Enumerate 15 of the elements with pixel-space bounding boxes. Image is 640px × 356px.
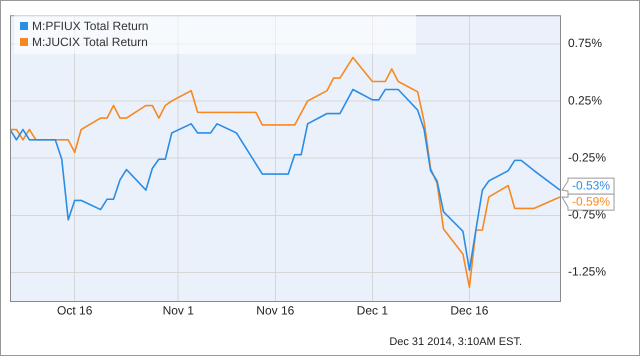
legend-label: M:JUCIX Total Return xyxy=(31,34,149,50)
y-tick-label: -0.25% xyxy=(568,150,606,164)
y-tick-label: 0.25% xyxy=(568,93,602,108)
x-tick-label: Nov 1 xyxy=(162,304,194,318)
x-tick-label: Oct 16 xyxy=(57,304,93,318)
y-tick-label: -0.75% xyxy=(568,208,606,222)
text: Dec 31 2014, 3:10AM EST. xyxy=(389,336,522,348)
y-tick-label: -1.25% xyxy=(568,264,606,279)
x-tick-label: Dec 1 xyxy=(356,304,388,318)
x-tick-label: Dec 16 xyxy=(450,304,489,318)
data-label: -0.59% xyxy=(572,194,610,208)
x-tick-label: Nov 16 xyxy=(256,304,295,318)
legend-label: M:PFIUX Total Return xyxy=(31,18,150,34)
data-label: -0.53% xyxy=(572,178,610,192)
y-tick-label: 0.75% xyxy=(568,36,602,50)
